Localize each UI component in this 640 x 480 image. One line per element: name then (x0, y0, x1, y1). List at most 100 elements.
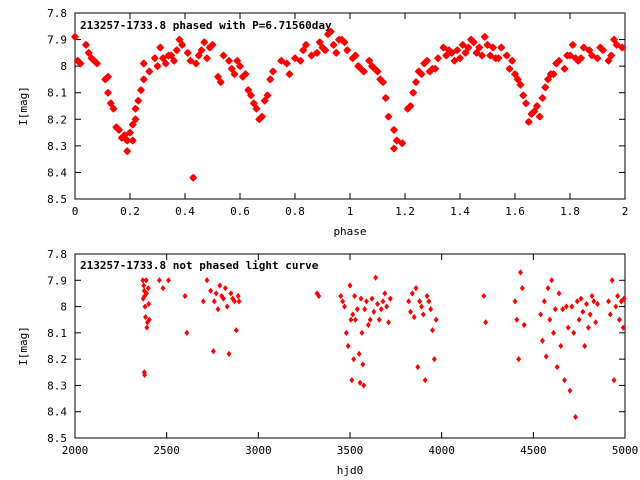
data-point (573, 413, 578, 421)
data-point (538, 93, 547, 103)
data-point (244, 86, 253, 95)
data-point (128, 136, 137, 145)
data-point (469, 38, 478, 47)
x-tick-label: 0.4 (175, 205, 195, 218)
data-point (593, 54, 602, 63)
data-point (224, 303, 230, 310)
x-tick-label: 2 (622, 205, 629, 218)
data-point (574, 298, 580, 305)
data-point (70, 32, 80, 41)
data-point (433, 316, 439, 323)
data-point (233, 56, 242, 65)
data-point (213, 72, 223, 81)
data-point (352, 292, 358, 300)
data-point (409, 290, 415, 297)
x-axis-label: hjd0 (337, 464, 364, 477)
data-point (139, 59, 148, 68)
x-tick-label: 0 (72, 205, 79, 218)
data-point (389, 144, 399, 153)
data-point (580, 308, 586, 315)
data-point (315, 38, 324, 47)
data-point (576, 54, 586, 63)
data-point (359, 67, 368, 76)
data-point (569, 303, 575, 310)
data-point (103, 72, 113, 81)
data-point (347, 282, 353, 289)
data-point (161, 59, 170, 68)
data-point (524, 117, 533, 126)
data-point (351, 356, 357, 363)
x-axis-label: phase (333, 225, 366, 238)
x-tick-label: 2500 (153, 444, 180, 457)
data-point (367, 316, 373, 323)
data-point (360, 361, 366, 368)
data-point (208, 40, 217, 49)
data-point (607, 311, 613, 318)
data-point (518, 269, 523, 276)
data-point (439, 43, 448, 52)
x-tick-label: 1.8 (560, 205, 580, 218)
x-tick-label: 3500 (337, 444, 364, 457)
y-tick-label: 8.3 (47, 140, 67, 153)
data-point (109, 104, 118, 113)
data-point (369, 295, 375, 302)
y-tick-label: 8.2 (47, 353, 67, 366)
data-point (191, 59, 201, 68)
data-point (257, 112, 267, 121)
data-point (554, 56, 564, 65)
data-point (376, 316, 382, 323)
data-point (321, 46, 330, 55)
data-point (428, 306, 434, 313)
data-point (160, 285, 166, 292)
data-point (497, 43, 506, 52)
data-point (343, 329, 349, 336)
data-point (364, 298, 369, 305)
data-point (455, 54, 465, 63)
data-point (502, 51, 511, 60)
data-point (620, 324, 626, 331)
data-point (382, 290, 388, 297)
data-point (131, 104, 140, 113)
data-point (585, 324, 591, 331)
data-point (359, 329, 365, 336)
x-tick-label: 1.4 (450, 205, 470, 218)
data-point (618, 43, 627, 52)
data-point (508, 56, 517, 65)
data-point (413, 285, 419, 292)
data-point (386, 319, 391, 326)
data-point (332, 48, 341, 57)
data-point (145, 67, 154, 76)
data-point (505, 64, 514, 73)
data-point (202, 54, 212, 63)
data-point (184, 329, 190, 336)
data-point (378, 78, 388, 87)
data-point (249, 99, 258, 108)
data-point (565, 51, 575, 60)
phased-light-curve-panel: 213257-1733.8 phased with P=6.71560day p… (17, 7, 628, 238)
data-point (213, 290, 219, 297)
data-point (384, 112, 393, 121)
data-point (175, 35, 184, 44)
data-point (389, 125, 399, 134)
y-tick-label: 8.1 (47, 327, 67, 340)
data-point (353, 316, 358, 323)
data-point (373, 274, 379, 281)
x-tick-label: 0.8 (285, 205, 305, 218)
data-point (568, 40, 577, 49)
data-point (494, 54, 503, 63)
data-point (571, 329, 577, 336)
data-point (166, 277, 171, 284)
data-point (296, 56, 305, 65)
data-point (345, 342, 351, 350)
data-point (558, 342, 564, 350)
data-point (140, 295, 146, 302)
data-point (301, 40, 311, 49)
data-point (211, 298, 217, 305)
data-point (519, 91, 528, 100)
data-point (483, 319, 489, 326)
data-point (543, 75, 553, 84)
data-point (354, 306, 360, 313)
data-point (123, 147, 132, 156)
data-point (158, 54, 168, 63)
data-points (70, 27, 627, 182)
